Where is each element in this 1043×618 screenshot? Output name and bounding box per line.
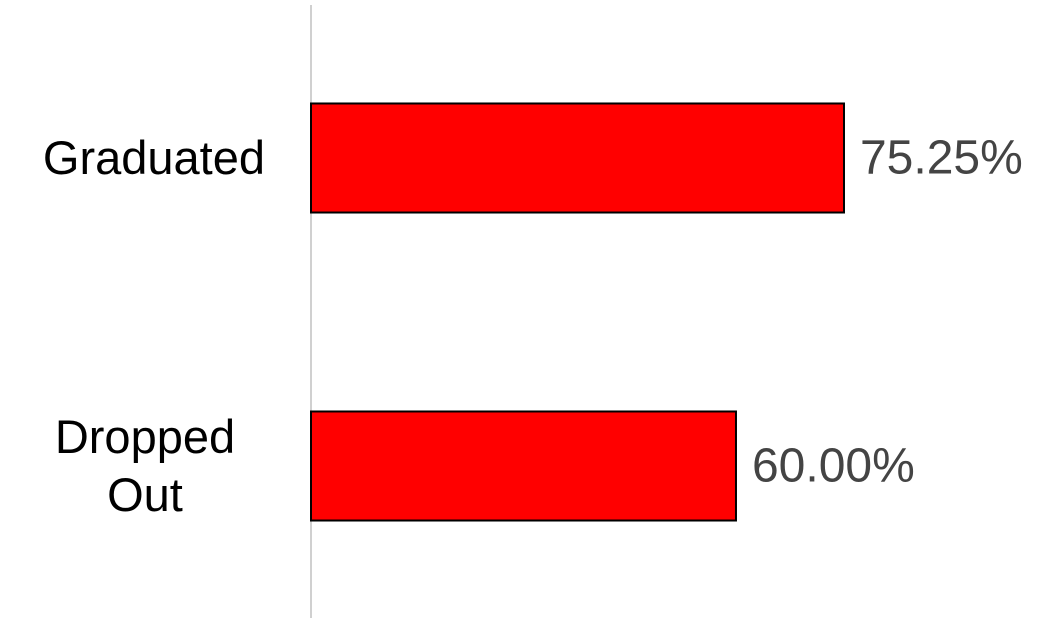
y-tick-label-box: Graduated (0, 78, 265, 238)
value-label: 75.25% (860, 132, 1023, 185)
y-tick-label: Graduated (42, 131, 265, 184)
y-tick-label: Dropped Out (54, 410, 236, 521)
bar (310, 410, 737, 522)
value-label: 60.00% (752, 440, 915, 493)
y-tick-label-box: Dropped Out (0, 386, 265, 546)
bar (310, 102, 845, 214)
